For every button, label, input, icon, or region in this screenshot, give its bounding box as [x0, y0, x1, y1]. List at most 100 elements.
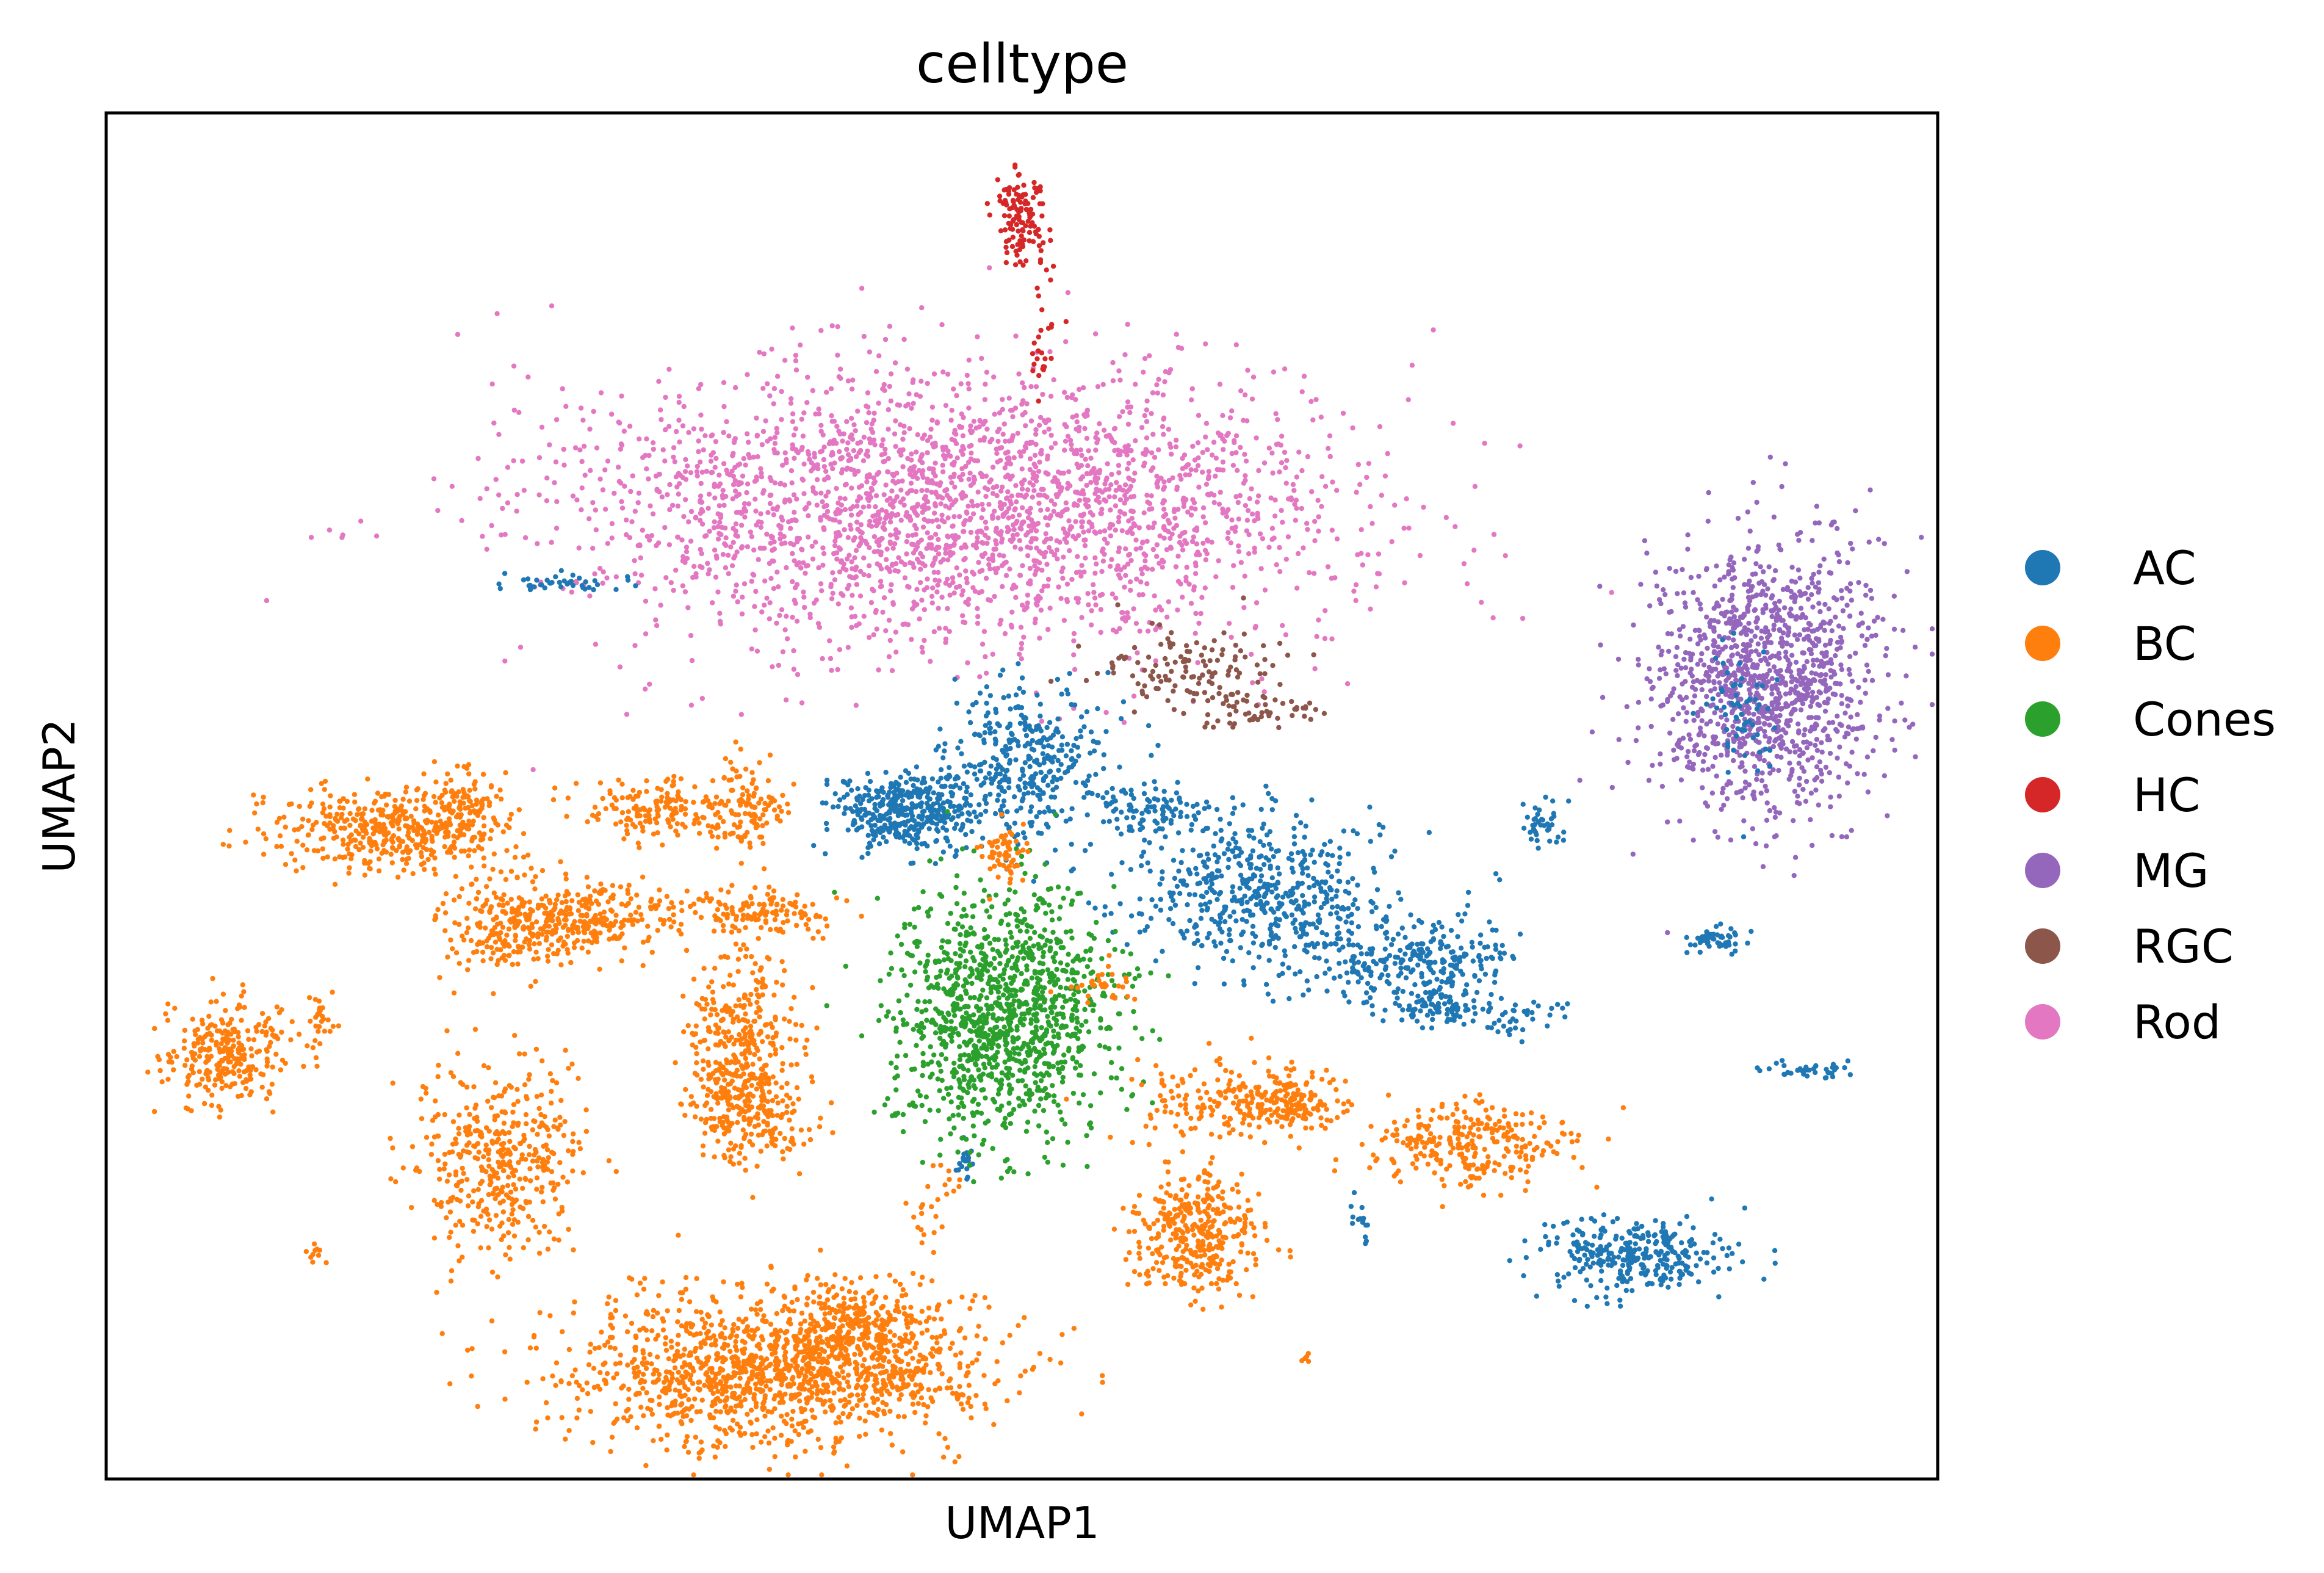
point-rod: [813, 491, 818, 496]
point-rod: [994, 526, 1000, 531]
point-rod: [594, 445, 600, 450]
point-rod: [1150, 524, 1156, 530]
point-mg: [1869, 634, 1875, 639]
point-rod: [883, 482, 889, 488]
point-rod: [1153, 607, 1158, 613]
point-mg: [1869, 678, 1875, 684]
point-rod: [499, 532, 504, 538]
point-mg: [1801, 768, 1807, 774]
point-rod: [1188, 512, 1194, 518]
point-ac: [1009, 732, 1015, 737]
point-hc: [1030, 351, 1036, 356]
point-rod: [1001, 553, 1006, 559]
point-rod: [1138, 566, 1144, 572]
point-mg: [1774, 729, 1780, 734]
point-ac: [865, 792, 872, 798]
point-ac: [993, 709, 999, 715]
point-rod: [975, 490, 981, 495]
point-ac: [931, 790, 937, 796]
point-rod: [647, 681, 652, 687]
point-rod: [1003, 450, 1009, 456]
point-ac: [1031, 878, 1037, 884]
point-ac: [1735, 700, 1741, 706]
point-rod: [1126, 460, 1131, 466]
point-rod: [1252, 545, 1257, 551]
point-mg: [1701, 662, 1707, 668]
point-rod: [792, 510, 797, 515]
point-rod: [901, 502, 907, 508]
point-rod: [1086, 528, 1092, 533]
point-rod: [1103, 710, 1109, 715]
point-rod: [644, 533, 651, 539]
point-rod: [1149, 468, 1154, 473]
point-mg: [1814, 657, 1820, 663]
point-rod: [957, 572, 962, 578]
point-rod: [948, 543, 953, 549]
point-rod: [1068, 524, 1074, 529]
point-ac: [937, 726, 943, 732]
point-rod: [1471, 548, 1477, 553]
point-hc: [998, 228, 1004, 234]
point-mg: [1803, 682, 1809, 688]
point-rod: [1021, 634, 1027, 640]
point-rod: [968, 423, 973, 429]
point-ac: [959, 811, 965, 817]
point-rod: [1110, 591, 1116, 597]
point-rod: [799, 476, 805, 482]
point-rod: [1114, 566, 1119, 573]
point-rod: [552, 480, 557, 485]
point-rod: [679, 537, 685, 543]
point-rod: [1431, 327, 1436, 333]
point-rod: [682, 469, 688, 474]
point-rod: [987, 566, 993, 572]
point-mg: [1750, 480, 1756, 485]
point-rod: [1056, 584, 1061, 590]
point-hc: [1031, 340, 1037, 346]
point-mg: [1798, 606, 1804, 611]
point-rod: [1220, 413, 1225, 418]
point-ac: [929, 776, 936, 782]
point-rod: [327, 527, 333, 533]
point-mg: [1675, 662, 1681, 668]
point-ac: [887, 827, 893, 833]
point-rod: [837, 546, 843, 552]
point-rgc: [1150, 668, 1156, 674]
point-rod: [887, 324, 893, 329]
point-rod: [1128, 448, 1134, 454]
point-rod: [1296, 449, 1302, 455]
point-ac: [548, 580, 554, 586]
point-rod: [340, 532, 345, 538]
point-rod: [1200, 540, 1206, 546]
point-rod: [970, 511, 976, 516]
point-rod: [878, 566, 884, 572]
point-ac: [1031, 781, 1037, 787]
point-rod: [936, 537, 941, 542]
point-mg: [1780, 618, 1786, 623]
point-rgc: [1211, 638, 1217, 643]
point-ac: [1733, 714, 1739, 720]
point-mg: [1817, 563, 1823, 569]
point-mg: [1728, 837, 1734, 843]
point-mg: [1776, 542, 1781, 548]
point-rod: [1366, 461, 1371, 466]
point-rod: [979, 540, 985, 546]
point-rod: [1230, 463, 1236, 468]
point-rod: [876, 353, 882, 359]
point-rod: [1238, 444, 1243, 450]
point-rod: [919, 504, 925, 510]
point-rod: [782, 627, 788, 633]
point-rgc: [1186, 657, 1192, 664]
point-rod: [716, 472, 722, 478]
point-rod: [923, 498, 929, 504]
point-mg: [1798, 682, 1804, 687]
point-rod: [1075, 502, 1080, 508]
point-hc: [1038, 259, 1044, 266]
point-hc: [1004, 250, 1010, 256]
point-rod: [949, 480, 955, 486]
point-rod: [632, 643, 638, 648]
point-rod: [850, 436, 856, 442]
point-rod: [544, 498, 550, 504]
point-rgc: [1290, 713, 1295, 718]
point-rgc: [1183, 668, 1189, 674]
point-rod: [971, 474, 977, 480]
